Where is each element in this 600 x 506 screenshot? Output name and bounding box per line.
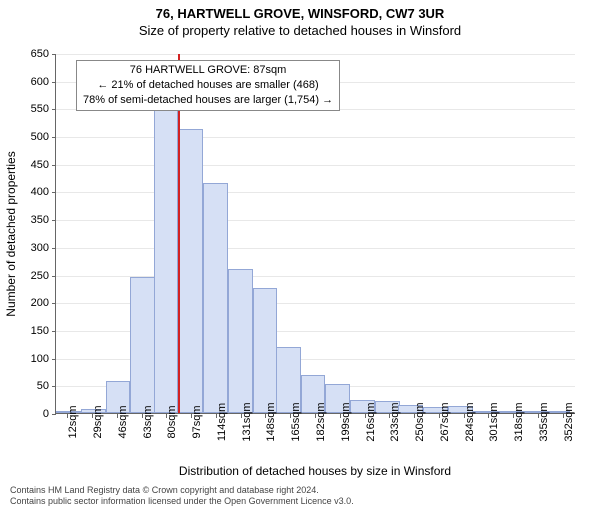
xtick-label: 114sqm <box>216 403 228 441</box>
xtick-label: 63sqm <box>142 405 154 438</box>
xtick-label: 352sqm <box>563 402 575 441</box>
ytick-mark <box>52 54 56 55</box>
ytick-label: 350 <box>9 214 49 226</box>
gridline-h <box>56 248 575 249</box>
ytick-mark <box>52 248 56 249</box>
annotation-box: 76 HARTWELL GROVE: 87sqm← 21% of detache… <box>76 60 340 111</box>
xtick-label: 199sqm <box>340 402 352 441</box>
ytick-mark <box>52 192 56 193</box>
xtick-label: 29sqm <box>92 405 104 438</box>
footer-attribution: Contains HM Land Registry data © Crown c… <box>10 485 354 506</box>
ytick-label: 650 <box>9 48 49 60</box>
ytick-mark <box>52 386 56 387</box>
annotation-line: 76 HARTWELL GROVE: 87sqm <box>83 63 333 78</box>
ytick-label: 550 <box>9 103 49 115</box>
histogram-bar <box>154 98 179 413</box>
histogram-bar <box>130 277 155 413</box>
ytick-mark <box>52 165 56 166</box>
page-title-address: 76, HARTWELL GROVE, WINSFORD, CW7 3UR <box>0 6 600 21</box>
xtick-label: 46sqm <box>117 405 129 438</box>
footer-line2: Contains public sector information licen… <box>10 496 354 506</box>
xtick-label: 267sqm <box>439 402 451 441</box>
xtick-label: 165sqm <box>290 402 302 441</box>
annotation-line: 78% of semi-detached houses are larger (… <box>83 93 333 108</box>
xtick-label: 335sqm <box>538 402 550 441</box>
xtick-label: 131sqm <box>241 402 253 441</box>
ytick-mark <box>52 220 56 221</box>
ytick-label: 600 <box>9 76 49 88</box>
x-axis-label: Distribution of detached houses by size … <box>179 464 451 478</box>
y-axis-label: Number of detached properties <box>4 151 18 316</box>
xtick-label: 318sqm <box>513 402 525 441</box>
ytick-label: 450 <box>9 159 49 171</box>
ytick-label: 300 <box>9 242 49 254</box>
gridline-h <box>56 54 575 55</box>
xtick-label: 250sqm <box>414 402 426 441</box>
ytick-mark <box>52 414 56 415</box>
footer-line1: Contains HM Land Registry data © Crown c… <box>10 485 354 495</box>
ytick-mark <box>52 303 56 304</box>
xtick-label: 12sqm <box>67 405 79 438</box>
xtick-label: 216sqm <box>365 402 377 441</box>
gridline-h <box>56 220 575 221</box>
ytick-mark <box>52 82 56 83</box>
ytick-mark <box>52 359 56 360</box>
ytick-label: 150 <box>9 325 49 337</box>
ytick-label: 0 <box>9 408 49 420</box>
chart-container: Number of detached properties 76 HARTWEL… <box>55 54 575 414</box>
xtick-label: 182sqm <box>315 402 327 441</box>
ytick-mark <box>52 331 56 332</box>
gridline-h <box>56 192 575 193</box>
ytick-label: 500 <box>9 131 49 143</box>
histogram-bar <box>228 269 253 413</box>
ytick-mark <box>52 137 56 138</box>
xtick-label: 284sqm <box>464 402 476 441</box>
histogram-bar <box>203 183 228 413</box>
page-subtitle: Size of property relative to detached ho… <box>0 23 600 38</box>
ytick-label: 100 <box>9 353 49 365</box>
histogram-bar <box>178 129 203 413</box>
ytick-mark <box>52 109 56 110</box>
ytick-mark <box>52 276 56 277</box>
gridline-h <box>56 165 575 166</box>
annotation-line: ← 21% of detached houses are smaller (46… <box>83 78 333 93</box>
histogram-bar <box>253 288 278 413</box>
xtick-label: 301sqm <box>488 402 500 441</box>
ytick-label: 250 <box>9 270 49 282</box>
xtick-label: 233sqm <box>389 402 401 441</box>
xtick-label: 148sqm <box>265 402 277 441</box>
xtick-label: 97sqm <box>191 405 203 438</box>
xtick-label: 80sqm <box>166 405 178 438</box>
plot-area: 76 HARTWELL GROVE: 87sqm← 21% of detache… <box>55 54 575 414</box>
ytick-label: 400 <box>9 186 49 198</box>
ytick-label: 50 <box>9 380 49 392</box>
ytick-label: 200 <box>9 297 49 309</box>
gridline-h <box>56 137 575 138</box>
